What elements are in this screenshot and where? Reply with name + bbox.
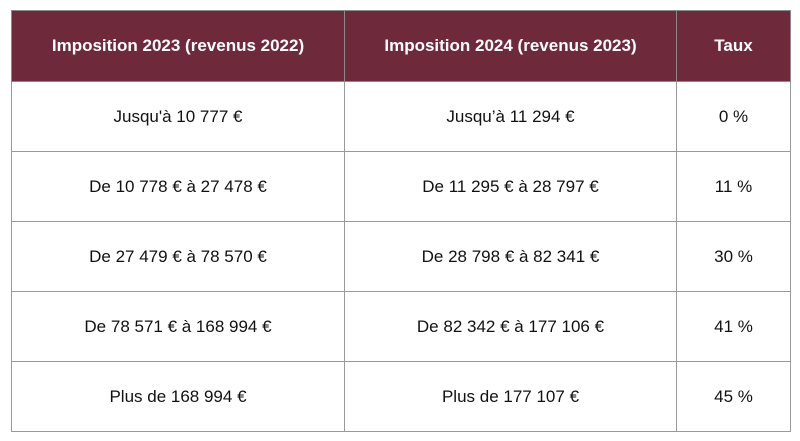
cell-rate: 41 % — [676, 291, 791, 362]
cell-bracket-2024: De 11 295 € à 28 797 € — [344, 151, 677, 222]
cell-bracket-2023: De 27 479 € à 78 570 € — [11, 221, 345, 292]
cell-bracket-2023: De 78 571 € à 168 994 € — [11, 291, 345, 362]
cell-rate: 45 % — [676, 361, 791, 432]
tax-bracket-table: Imposition 2023 (revenus 2022) Impositio… — [11, 10, 791, 432]
cell-bracket-2024: De 28 798 € à 82 341 € — [344, 221, 677, 292]
table-header-row: Imposition 2023 (revenus 2022) Impositio… — [11, 10, 791, 82]
cell-bracket-2023: Plus de 168 994 € — [11, 361, 345, 432]
cell-bracket-2024: De 82 342 € à 177 106 € — [344, 291, 677, 362]
table-row: Jusqu'à 10 777 € Jusqu’à 11 294 € 0 % — [11, 81, 791, 152]
header-taux: Taux — [676, 10, 791, 82]
cell-bracket-2024: Jusqu’à 11 294 € — [344, 81, 677, 152]
cell-bracket-2024: Plus de 177 107 € — [344, 361, 677, 432]
table-row: De 78 571 € à 168 994 € De 82 342 € à 17… — [11, 291, 791, 362]
table-row: Plus de 168 994 € Plus de 177 107 € 45 % — [11, 361, 791, 432]
cell-rate: 11 % — [676, 151, 791, 222]
header-imposition-2024: Imposition 2024 (revenus 2023) — [344, 10, 677, 82]
table-row: De 27 479 € à 78 570 € De 28 798 € à 82 … — [11, 221, 791, 292]
cell-bracket-2023: De 10 778 € à 27 478 € — [11, 151, 345, 222]
cell-rate: 0 % — [676, 81, 791, 152]
cell-bracket-2023: Jusqu'à 10 777 € — [11, 81, 345, 152]
cell-rate: 30 % — [676, 221, 791, 292]
table-row: De 10 778 € à 27 478 € De 11 295 € à 28 … — [11, 151, 791, 222]
header-imposition-2023: Imposition 2023 (revenus 2022) — [11, 10, 345, 82]
